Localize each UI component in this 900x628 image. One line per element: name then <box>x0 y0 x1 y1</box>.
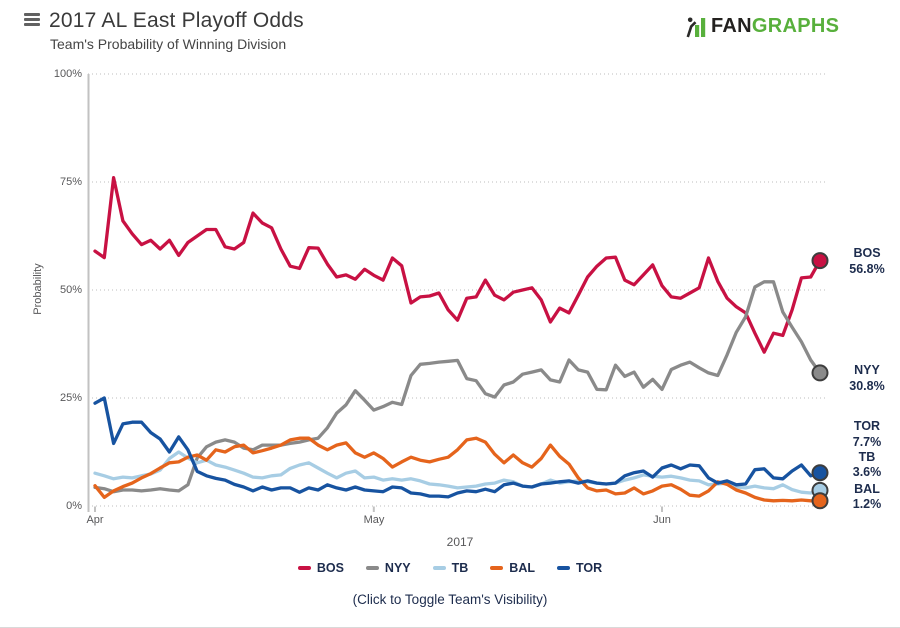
end-label-nyy: NYY 30.8% <box>838 362 896 394</box>
series-line-tb[interactable] <box>93 450 822 495</box>
y-axis-title: Probability <box>32 263 44 315</box>
fangraphs-logo[interactable]: FAN GRAPHS <box>686 14 839 38</box>
end-label-tor: TOR 7.7% <box>838 418 896 450</box>
end-label-bos: BOS 56.8% <box>838 245 896 277</box>
y-tick-25: 25% <box>59 392 82 404</box>
end-label-bal-name: BAL <box>854 482 880 496</box>
legend-label-bal: BAL <box>509 561 535 575</box>
legend-caption: (Click to Toggle Team's Visibility) <box>352 592 548 607</box>
end-label-bal-value: 1.2% <box>852 497 882 511</box>
x-tick-may: May <box>363 514 385 526</box>
legend-swatch-tb <box>432 566 446 570</box>
series-line-bos[interactable] <box>93 176 822 354</box>
end-label-bos-name: BOS <box>853 246 881 260</box>
legend-swatch-tor <box>557 566 570 570</box>
logo-text-fan: FAN <box>711 14 752 37</box>
end-dot-tor[interactable] <box>811 464 829 482</box>
legend-item-tor[interactable]: TOR <box>557 561 602 575</box>
end-label-tb: TB 3.6% <box>838 450 896 480</box>
end-label-nyy-name: NYY <box>854 363 880 377</box>
legend-item-nyy[interactable]: NYY <box>365 561 411 575</box>
legend: BOS NYY TB BAL TOR <box>0 561 900 575</box>
series-line-nyy[interactable] <box>93 280 822 494</box>
end-label-bos-value: 56.8% <box>849 262 885 276</box>
legend-item-tb[interactable]: TB <box>432 561 469 575</box>
x-tick-jun: Jun <box>653 514 671 526</box>
y-tick-75: 75% <box>59 176 82 188</box>
end-label-tor-name: TOR <box>853 419 881 433</box>
end-dot-nyy[interactable] <box>811 364 829 382</box>
chart-title: 2017 AL East Playoff Odds <box>49 9 304 32</box>
legend-label-nyy: NYY <box>384 561 411 575</box>
chart-subtitle: Team's Probability of Winning Division <box>50 36 287 52</box>
end-label-tb-name: TB <box>858 450 876 464</box>
end-label-nyy-value: 30.8% <box>849 379 885 393</box>
y-tick-100: 100% <box>53 68 82 80</box>
series-line-tor[interactable] <box>93 396 822 499</box>
end-label-bal: BAL 1.2% <box>838 482 896 512</box>
legend-swatch-nyy <box>365 566 379 570</box>
x-tick-apr: Apr <box>86 514 104 526</box>
legend-item-bal[interactable]: BAL <box>490 561 535 575</box>
legend-swatch-bos <box>297 566 311 570</box>
legend-label-bos: BOS <box>316 561 344 575</box>
y-tick-0: 0% <box>66 500 82 512</box>
logo-text-graphs: GRAPHS <box>751 14 840 37</box>
legend-swatch-bal <box>490 566 504 570</box>
end-label-tb-value: 3.6% <box>852 465 882 479</box>
chart-context-menu-icon[interactable] <box>24 13 40 27</box>
fangraphs-logo-icon <box>686 17 706 38</box>
series-line-bal[interactable] <box>93 436 822 503</box>
y-tick-50: 50% <box>59 284 82 296</box>
end-dot-bal[interactable] <box>811 492 829 510</box>
legend-item-bos[interactable]: BOS <box>297 561 344 575</box>
x-axis-year-label: 2017 <box>446 535 474 549</box>
legend-label-tb: TB <box>451 561 469 575</box>
end-label-tor-value: 7.7% <box>852 435 882 449</box>
end-dot-bos[interactable] <box>811 252 829 270</box>
legend-label-tor: TOR <box>576 561 603 575</box>
